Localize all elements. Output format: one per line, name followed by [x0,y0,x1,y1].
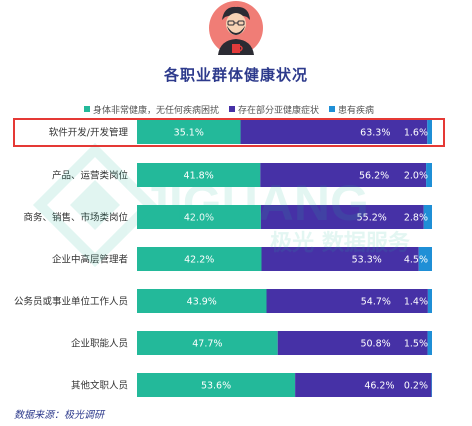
bar-segment [261,247,419,271]
value-label: 2.8% [404,213,428,224]
category-label: 商务、销售、市场类岗位 [23,212,128,224]
bar-segment [431,373,433,397]
legend-item-healthy: 身体非常健康，无任何疾病困扰 [84,103,220,116]
value-label: 53.6% [201,381,231,392]
value-label: 0.2% [404,381,428,392]
chart-legend: 身体非常健康，无任何疾病困扰 存在部分亚健康症状 患有疾病 [84,103,375,116]
bar-segment [427,289,432,313]
bar-segment [427,331,432,355]
category-label: 企业中高层管理者 [52,254,128,266]
legend-item-disease: 患有疾病 [329,103,375,116]
chart-title: 各职业群体健康状况 [163,66,308,84]
highlight-frame [13,118,445,147]
bar-segment [426,163,432,187]
category-label: 产品、运营类岗位 [52,170,129,182]
bar-segment [427,120,432,144]
bar-segment [137,331,278,355]
bar-segment [137,205,261,229]
value-label: 41.8% [184,171,214,182]
value-label: 54.7% [361,297,391,308]
bar-segment [137,120,241,144]
legend-item-subhealthy: 存在部分亚健康症状 [229,103,320,116]
value-label: 4.5% [404,255,428,266]
bar-segment [277,331,428,355]
legend-swatch-disease [329,106,336,112]
value-label: 1.6% [404,128,428,139]
category-label: 企业职能人员 [71,338,128,350]
bar-segment [295,373,432,397]
value-label: 63.3% [360,128,390,139]
legend-label-healthy: 身体非常健康，无任何疾病困扰 [93,105,220,116]
bar-segment [137,373,296,397]
value-label: 35.1% [174,128,204,139]
category-label: 公务员或事业单位工作人员 [14,296,128,308]
value-label: 42.2% [184,255,214,266]
value-label: 55.2% [357,213,387,224]
bar-segment [423,205,432,229]
legend-label-subhealthy: 存在部分亚健康症状 [238,105,320,116]
legend-swatch-healthy [84,106,90,112]
bar-segment [260,163,427,187]
bar-segment [260,205,424,229]
value-label: 1.4% [404,297,428,308]
bar-segment [137,289,267,313]
data-source-note: 数据来源：极光调研 [14,410,104,421]
value-label: 53.3% [352,255,382,266]
value-label: 2.0% [404,171,428,182]
value-label: 47.7% [192,339,222,350]
category-label: 其他文职人员 [71,380,128,392]
legend-label-disease: 患有疾病 [338,105,375,116]
bar-segment [137,247,262,271]
value-label: 50.8% [360,339,390,350]
legend-swatch-subhealthy [229,106,236,112]
bar-segment [418,247,432,271]
value-label: 56.2% [359,171,389,182]
bar-segment [137,163,261,187]
value-label: 46.2% [364,381,394,392]
developer-avatar-icon [209,1,263,55]
category-label: 软件开发/开发管理 [49,127,129,139]
value-label: 1.5% [404,339,428,350]
value-label: 43.9% [187,297,217,308]
bar-segment [266,289,428,313]
value-label: 42.0% [184,213,214,224]
bar-segment [240,120,428,144]
